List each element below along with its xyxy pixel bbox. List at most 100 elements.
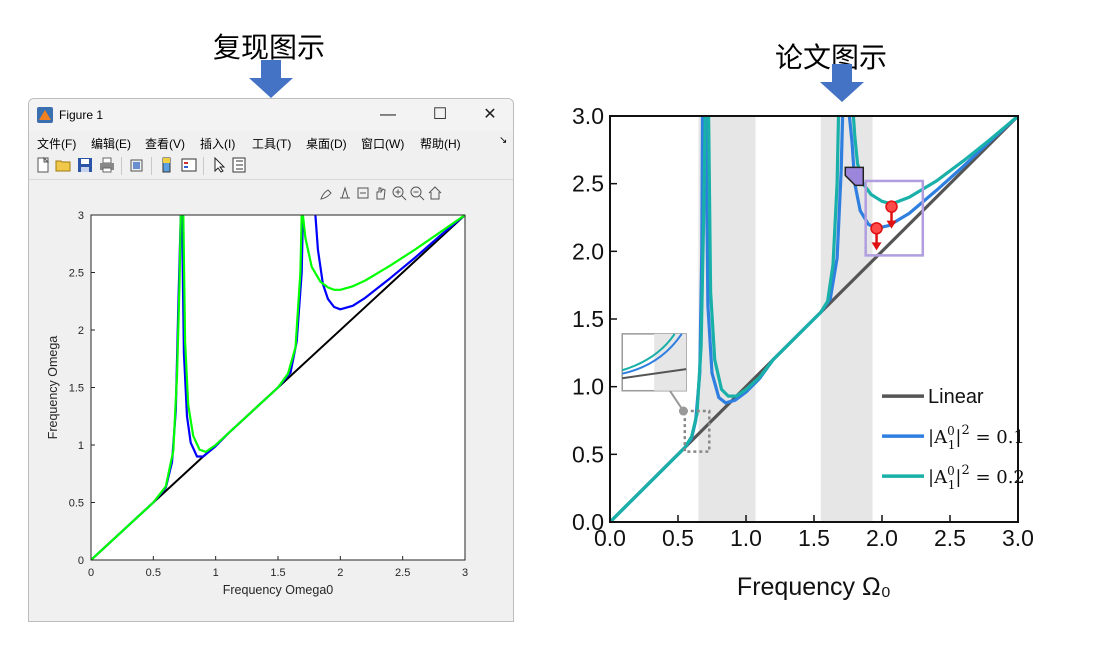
series-line-2 [771, 116, 841, 362]
menu-bar: 文件(F) 编辑(E) 查看(V) 插入(I) 工具(T) 桌面(D) 窗口(W… [29, 131, 513, 153]
inset-teal-line [621, 333, 676, 372]
zoom-in-icon[interactable] [391, 185, 407, 201]
minimize-button[interactable]: — [380, 106, 396, 123]
series-line-2 [301, 215, 465, 291]
paper-plot: 0.0 0.5 1.0 1.5 2.0 2.5 3.0 0.0 0.5 1.0 1.5 2.0 2.5 3… [572, 103, 1034, 601]
menu-file[interactable]: 文件(F) [37, 137, 77, 151]
close-button[interactable]: ✕ [483, 106, 497, 123]
axes-box [90, 214, 466, 561]
y-tick-label: 1.0 [572, 374, 604, 400]
series-line-2 [182, 215, 242, 453]
y-tick-label: 0.5 [69, 498, 84, 510]
menu-desktop[interactable]: 桌面(D) [306, 137, 347, 151]
x-tick-label: 3 [462, 567, 468, 579]
pan-icon[interactable] [373, 185, 389, 201]
x-tick-label: 2 [337, 567, 343, 579]
inset-shaded-band [654, 333, 687, 391]
marker-arrow-head [871, 242, 882, 251]
y-tick-label: 0.5 [572, 441, 604, 467]
x-tick-label: 2.5 [934, 525, 966, 551]
rotate-icon[interactable] [355, 185, 371, 201]
window-title: Figure 1 [59, 108, 104, 122]
brush-icon[interactable] [319, 185, 335, 201]
y-tick-label: 2 [78, 325, 84, 337]
title-bar[interactable]: Figure 1 — ☐ ✕ [29, 99, 513, 131]
series-line-2 [239, 215, 303, 423]
x-axis-label: Frequency Ω₀ [737, 573, 891, 601]
down-arrow-icon [249, 60, 293, 98]
colorbar-icon[interactable] [159, 157, 175, 173]
reproduction-heading: 复现图示 [213, 31, 326, 64]
y-tick-label: 3 [78, 210, 84, 222]
x-tick-label: 1.5 [270, 567, 285, 579]
series-line-2 [707, 116, 775, 398]
x-tick-label: 0.5 [146, 567, 161, 579]
series-group [91, 215, 465, 560]
link-icon[interactable] [129, 157, 145, 173]
zoom-connector-line [669, 390, 685, 412]
x-tick-label: 1.5 [798, 525, 830, 551]
toolbar-divider [121, 157, 122, 175]
menu-help[interactable]: 帮助(H) [420, 137, 461, 151]
y-tick-label: 1.5 [572, 306, 604, 332]
legend-icon[interactable] [181, 157, 197, 173]
x-tick-label: 1.0 [730, 525, 762, 551]
zoom-selection-box [683, 409, 711, 453]
save-icon[interactable] [77, 157, 93, 173]
data-tip-icon[interactable] [337, 185, 353, 201]
y-tick-label: 0.0 [572, 509, 604, 535]
inset-blue-line [622, 333, 683, 375]
toolbar-divider [203, 157, 204, 175]
series-line-1 [314, 215, 465, 311]
x-tick-label: 0.0 [594, 525, 626, 551]
y-tick-label: 3.0 [572, 103, 604, 129]
legend-label: Linear [928, 386, 984, 408]
x-tick-label: 0 [88, 567, 94, 579]
menu-overflow-icon[interactable]: ↘ [499, 135, 508, 146]
x-tick-label: 3.0 [1002, 525, 1034, 551]
x-tick-label: 0.5 [662, 525, 694, 551]
inset-linear-line [622, 368, 687, 380]
menu-view[interactable]: 查看(V) [145, 137, 185, 151]
y-tick-label: 0 [78, 555, 84, 567]
new-figure-icon[interactable] [35, 157, 51, 173]
y-axis-label: Frequency Omega [46, 336, 60, 440]
print-icon[interactable] [99, 157, 115, 173]
x-tick-label: 1 [213, 567, 219, 579]
zoom-out-icon[interactable] [409, 185, 425, 201]
y-tick-label: 2.5 [69, 268, 84, 280]
matlab-logo-icon [37, 107, 53, 123]
marker-point [885, 200, 898, 213]
y-tick-label: 2.5 [572, 171, 604, 197]
matlab-figure-window: Figure 1 — ☐ ✕ 文件(F) 编辑(E) 查看(V) 插入(I) 工… [28, 98, 514, 622]
home-icon[interactable] [427, 185, 443, 201]
legend-label: |A0 1|2 = 0.1 [928, 423, 1025, 452]
paper-heading: 论文图示 [775, 41, 888, 74]
x-axis-label: Frequency Omega0 [223, 583, 334, 597]
property-icon[interactable] [231, 157, 247, 173]
maximize-button[interactable]: ☐ [432, 106, 448, 123]
note-marker-icon [844, 166, 865, 187]
x-tick-label: 2.0 [866, 525, 898, 551]
figure-toolbar [29, 153, 513, 180]
menu-tools[interactable]: 工具(T) [252, 137, 292, 151]
legend-label: |A0 1|2 = 0.2 [928, 463, 1025, 492]
menu-window[interactable]: 窗口(W) [361, 137, 405, 151]
down-arrow-icon [820, 64, 864, 102]
marker-arrow-head [886, 220, 897, 229]
figure-canvas: 0 0.5 1 1.5 2 2.5 3 0 0.5 1 1.5 2 2.5 3 Frequency Omeg… [29, 180, 513, 621]
y-tick-label: 1.5 [69, 383, 84, 395]
toolbar-divider [151, 157, 152, 175]
highlight-box [864, 179, 925, 257]
y-tick-label: 1 [78, 440, 84, 452]
menu-edit[interactable]: 编辑(E) [91, 137, 131, 151]
series-line-2 [610, 116, 707, 522]
x-tick-label: 2.5 [395, 567, 410, 579]
menu-insert[interactable]: 插入(I) [200, 137, 236, 151]
matlab-plot: 0 0.5 1 1.5 2 2.5 3 0 0.5 1 1.5 2 2.5 3 Frequency Omeg… [46, 210, 468, 597]
series-line-2 [91, 215, 182, 560]
y-tick-label: 2.0 [572, 238, 604, 264]
open-icon[interactable] [55, 157, 71, 173]
pointer-icon[interactable] [211, 157, 227, 173]
marker-point [870, 222, 883, 235]
